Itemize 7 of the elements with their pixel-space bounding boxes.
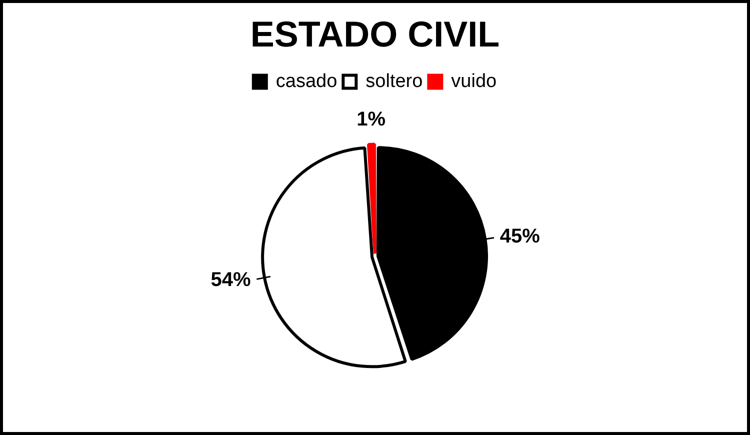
data-label: 45% (500, 225, 540, 248)
data-label: 54% (210, 268, 251, 291)
legend-label: soltero (366, 70, 423, 92)
legend-label: casado (276, 70, 338, 92)
data-label: 1% (356, 108, 386, 131)
legend-label: vuido (451, 70, 497, 92)
chart-title: ESTADO CIVIL (250, 14, 500, 55)
